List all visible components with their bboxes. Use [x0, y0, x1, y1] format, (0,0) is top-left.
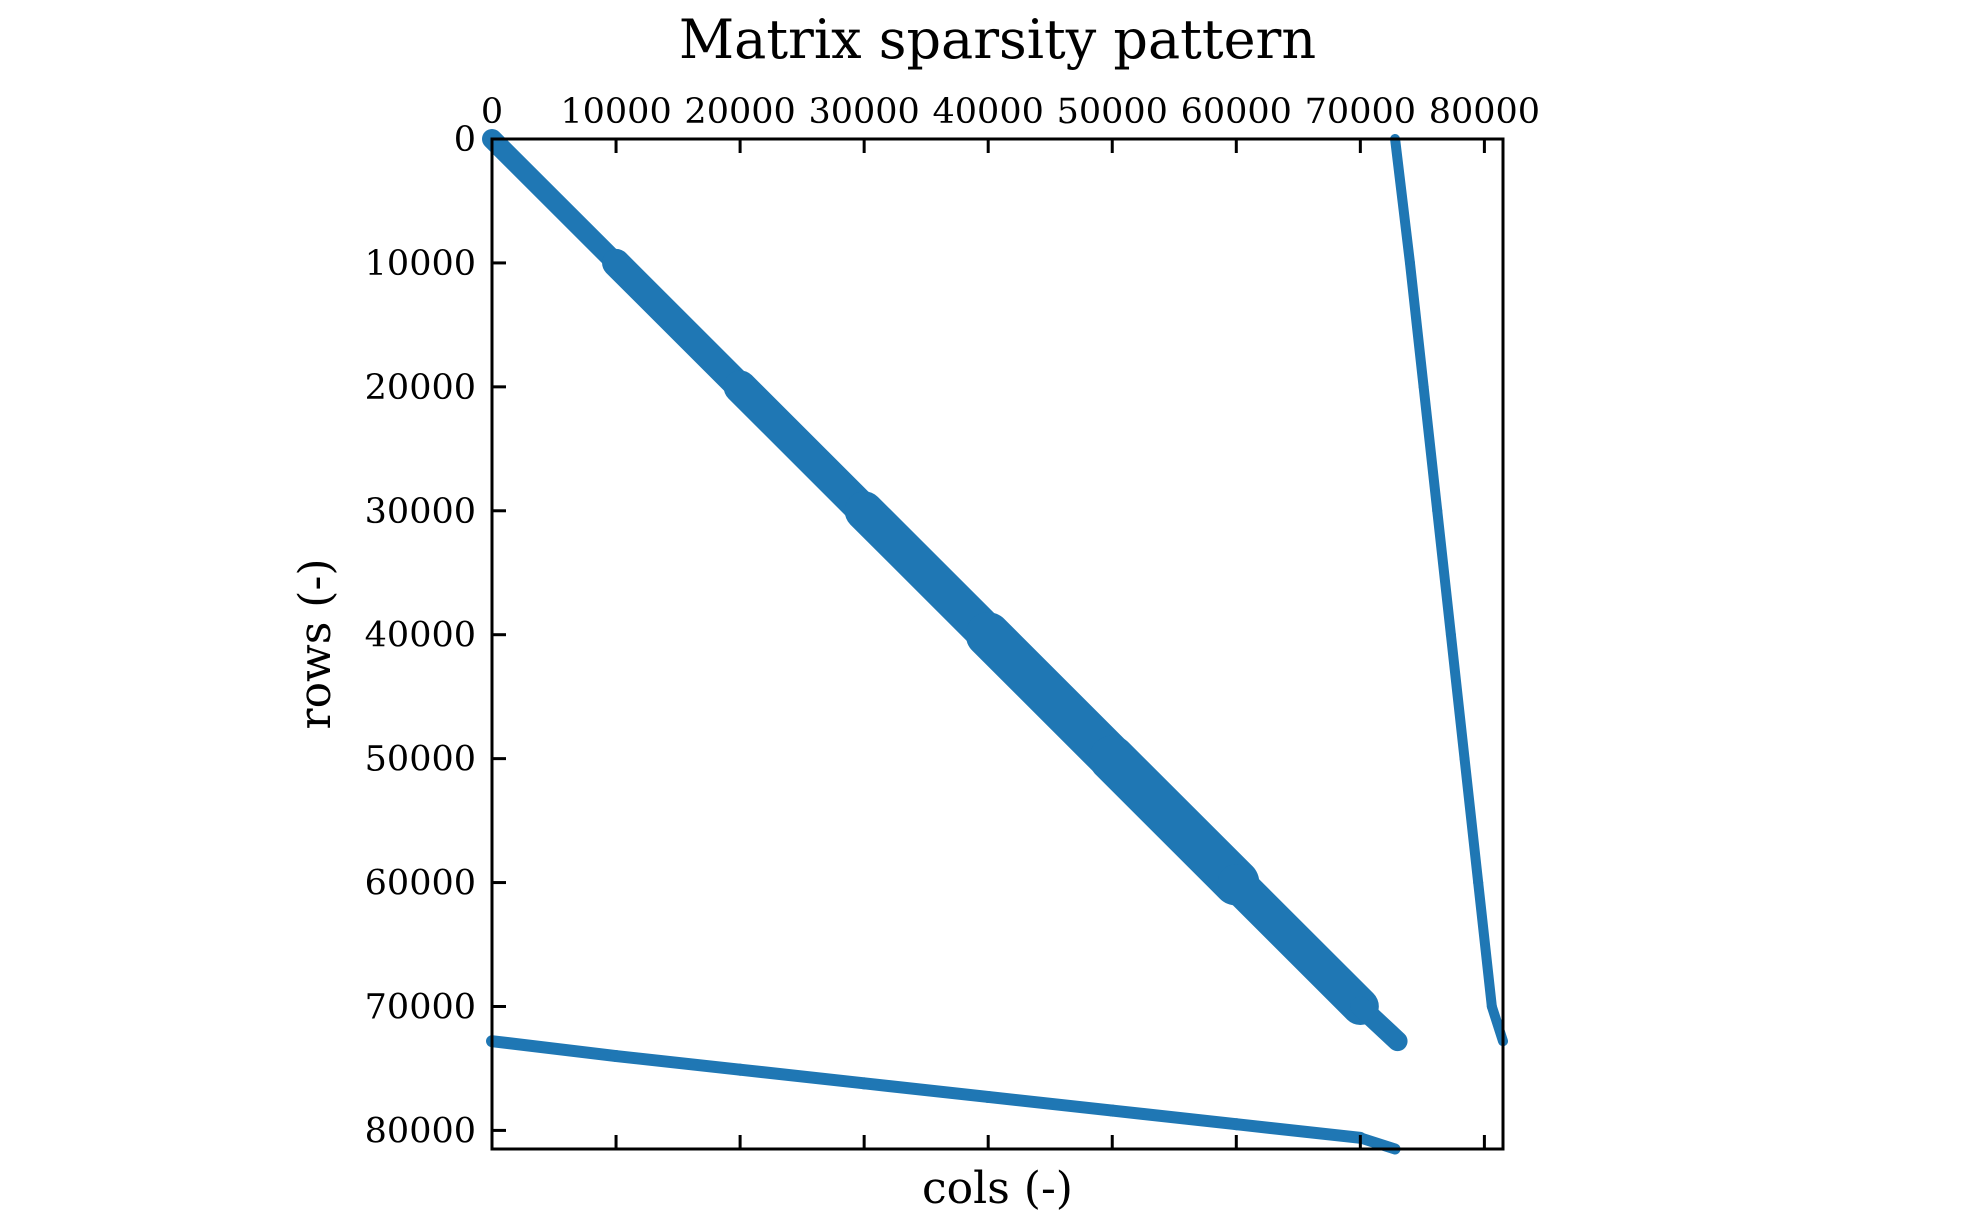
- band-1-segment: [1089, 735, 1260, 906]
- y-tick-label: 10000: [365, 244, 476, 284]
- x-tick-label: 10000: [560, 92, 671, 132]
- sparsity-bands: [482, 129, 1508, 1155]
- band-2-segment: [1432, 505, 1456, 640]
- x-tick-label: 0: [481, 92, 503, 132]
- band-3-segment: [1354, 1132, 1401, 1155]
- band-1-segment: [1350, 996, 1408, 1052]
- band-2-segment: [1390, 134, 1415, 268]
- y-tick-label: 20000: [365, 368, 476, 408]
- band-1-segment: [723, 370, 881, 528]
- y-axis-title: rows (-): [290, 559, 341, 730]
- band-2-segment: [1459, 753, 1484, 888]
- y-tick-label: 30000: [365, 492, 476, 532]
- x-tick-label: 40000: [933, 92, 1044, 132]
- x-tick-label: 70000: [1305, 92, 1416, 132]
- x-tick-label: 60000: [1181, 92, 1292, 132]
- band-3-segment: [734, 1063, 871, 1090]
- band-1-segment: [602, 248, 755, 401]
- x-tick-label: 30000: [808, 92, 919, 132]
- band-2-segment: [1473, 877, 1497, 1012]
- y-tick-label: 60000: [365, 864, 476, 904]
- chart-title: Matrix sparsity pattern: [679, 8, 1316, 71]
- band-2-segment: [1418, 381, 1443, 516]
- band-2-segment: [1445, 629, 1470, 764]
- y-tick-label: 40000: [365, 616, 476, 656]
- x-axis-title: cols (-): [922, 1163, 1073, 1214]
- band-2-segment: [1486, 1001, 1508, 1047]
- band-2-segment: [1404, 257, 1429, 392]
- y-tick-label: 70000: [365, 987, 476, 1027]
- band-1-segment: [844, 491, 1008, 655]
- y-tick-label: 80000: [365, 1111, 476, 1151]
- band-3-segment: [982, 1090, 1119, 1117]
- y-tick-label: 50000: [365, 740, 476, 780]
- band-3-segment: [1106, 1104, 1243, 1131]
- band-1-segment: [482, 129, 627, 273]
- band-1-segment: [965, 612, 1135, 782]
- band-3-segment: [1230, 1118, 1367, 1144]
- band-3-segment: [486, 1035, 623, 1063]
- x-tick-label: 50000: [1057, 92, 1168, 132]
- y-tick-label: 0: [454, 120, 476, 160]
- plot-frame: [490, 137, 1505, 1151]
- x-tick-label: 20000: [684, 92, 795, 132]
- axis-ticks: 0 10000 20000 30000 40000 50000 60000 70000 8000…: [365, 92, 1540, 1151]
- band-1-segment: [1217, 864, 1379, 1025]
- x-tick-label: 80000: [1429, 92, 1540, 132]
- band-3-segment: [858, 1077, 995, 1103]
- band-3-segment: [610, 1050, 747, 1076]
